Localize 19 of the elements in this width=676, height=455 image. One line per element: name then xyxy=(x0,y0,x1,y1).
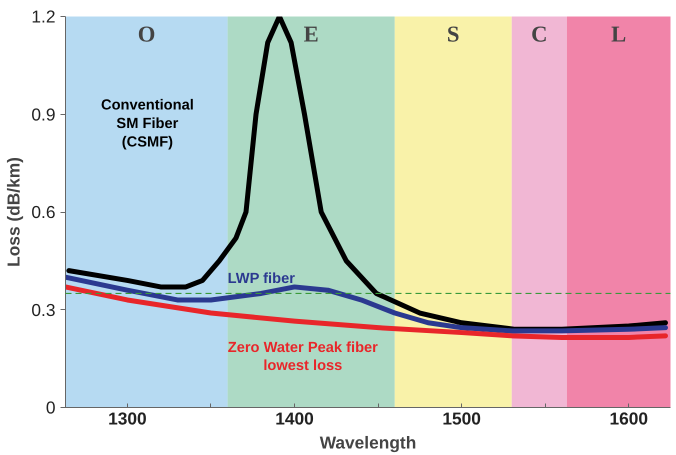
series-label: Zero Water Peak fiber lowest loss xyxy=(228,340,378,374)
y-tick-label: 0.3 xyxy=(31,300,56,320)
series-label: LWP fiber xyxy=(228,270,296,287)
x-tick-label: 1500 xyxy=(442,408,481,428)
text: Conventional SM Fiber (CSMF) xyxy=(100,98,194,150)
x-tick-label: 1600 xyxy=(609,408,648,428)
y-tick-label: 0 xyxy=(46,398,56,418)
band-label: E xyxy=(304,22,319,47)
y-axis-title: Loss (dB/km) xyxy=(3,157,24,267)
y-tick-label: 0.9 xyxy=(31,104,56,124)
x-tick-label: 1400 xyxy=(275,408,314,428)
band-label: C xyxy=(531,22,548,47)
x-tick-label: 1300 xyxy=(108,408,147,428)
band-label: L xyxy=(611,22,626,47)
y-tick-label: 1.2 xyxy=(31,6,56,26)
y-tick-label: 0.6 xyxy=(31,202,56,222)
band-label: S xyxy=(446,22,460,47)
band-label: O xyxy=(138,22,156,47)
x-axis-title: Wavelength xyxy=(320,432,416,452)
